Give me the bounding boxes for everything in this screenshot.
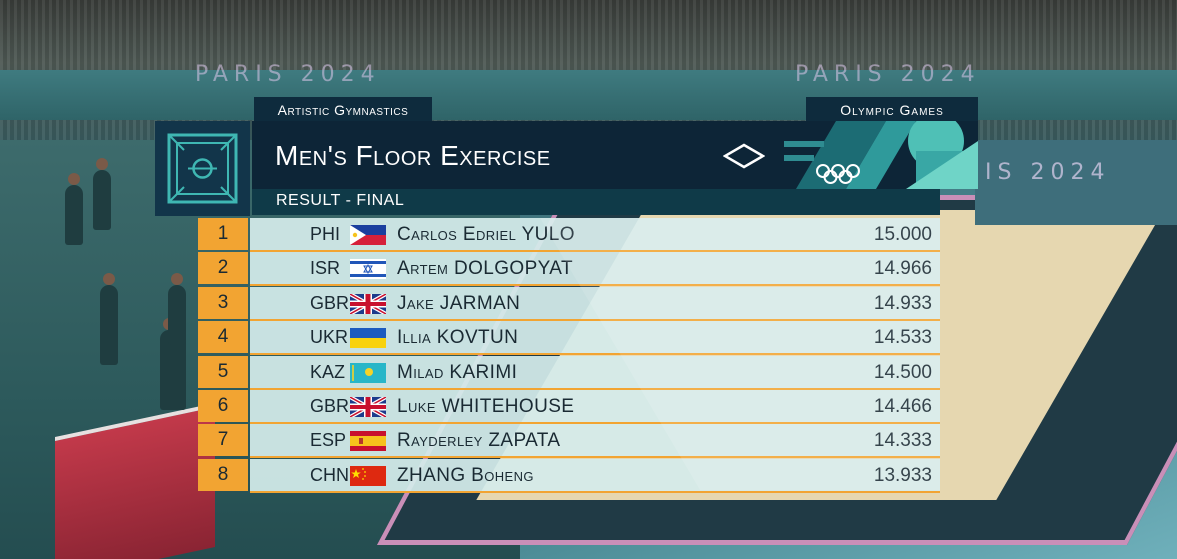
result-row-body: UKR Illia KOVTUN 14.533 [250, 321, 940, 356]
athlete-name: Artem DOLGOPYAT [397, 258, 573, 280]
country-code: PHI [310, 224, 341, 244]
person [100, 273, 118, 365]
event-tag: Artistic Gymnastics [254, 97, 432, 123]
floor-exercise-pictogram-icon [155, 121, 250, 216]
athlete-name: Carlos Edriel YULO [397, 224, 575, 245]
games-tag: Olympic Games [806, 97, 978, 123]
results-table: 1 PHI Carlos Edriel YULO 15.000 2 ISR Artem DO… [198, 218, 940, 493]
result-row: 6 GBR Luke WHITEHOUSE 14.466 [198, 389, 940, 424]
result-row-body: CHN ZHANG Boheng 13.933 [250, 458, 940, 493]
result-row: 7 ESP Rayderley ZAPATA 14.333 [198, 424, 940, 459]
score: 14.500 [873, 361, 932, 383]
result-row-body: GBR Luke WHITEHOUSE 14.466 [250, 389, 940, 424]
gbr-flag [350, 293, 386, 314]
esp-flag [350, 431, 386, 452]
country-code: CHN [310, 464, 349, 485]
side-banner [975, 140, 1177, 225]
rank-badge: 5 [198, 355, 248, 388]
country-code: UKR [310, 327, 349, 348]
country-code: KAZ [310, 361, 346, 382]
result-row-body: GBR Jake JARMAN 14.933 [250, 286, 940, 321]
result-row: 2 ISR Artem DOLGOPYAT 14.966 [198, 252, 940, 287]
score: 14.466 [873, 395, 932, 417]
stand-text-right: PARIS 2024 [795, 62, 981, 87]
score: 14.333 [873, 430, 932, 452]
country-code: GBR [310, 292, 350, 313]
result-row: 3 GBR Jake JARMAN 14.933 [198, 286, 940, 321]
score: 13.933 [873, 464, 932, 486]
phi-flag [350, 225, 386, 245]
athlete-name: Illia KOVTUN [397, 327, 519, 349]
result-row-body: ISR Artem DOLGOPYAT 14.966 [250, 252, 940, 287]
kaz-flag [350, 362, 386, 383]
rank-badge: 7 [198, 424, 248, 457]
rank-badge: 1 [198, 218, 248, 250]
result-row: 8 CHN ZHANG Boheng 13.933 [198, 458, 940, 493]
chn-flag [350, 465, 386, 486]
rank-badge: 2 [198, 252, 248, 285]
country-code: ESP [310, 430, 347, 451]
result-row-body: ESP Rayderley ZAPATA 14.333 [250, 424, 940, 459]
subtitle-bar [252, 189, 940, 215]
olympic-rings-icon [816, 164, 860, 184]
score: 14.533 [873, 327, 932, 349]
rank-badge: 3 [198, 286, 248, 319]
country-code: ISR [310, 258, 341, 279]
person [93, 158, 111, 230]
result-row-body: PHI Carlos Edriel YULO 15.000 [250, 218, 940, 252]
athlete-name: Milad KARIMI [397, 361, 518, 383]
isr-flag [350, 259, 386, 280]
score: 15.000 [873, 224, 932, 245]
side-banner-text: IS 2024 [985, 160, 1111, 185]
rank-badge: 6 [198, 389, 248, 422]
score: 14.966 [873, 258, 932, 280]
person [65, 173, 83, 245]
result-subtitle: RESULT - FINAL [276, 192, 405, 209]
title-bar [252, 121, 804, 189]
diamond-icon [723, 143, 765, 169]
rank-badge: 4 [198, 321, 248, 354]
athlete-name: Rayderley ZAPATA [397, 430, 561, 452]
page-title: Men's Floor Exercise [275, 140, 551, 171]
person [168, 273, 186, 345]
ukr-flag [350, 328, 386, 349]
gbr-flag [350, 396, 386, 417]
athlete-name: ZHANG Boheng [397, 464, 534, 486]
athlete-name: Luke WHITEHOUSE [397, 395, 575, 417]
paris-2024-brand-graphic [776, 121, 978, 189]
country-code: GBR [310, 395, 350, 416]
result-row: 1 PHI Carlos Edriel YULO 15.000 [198, 218, 940, 252]
result-row: 4 UKR Illia KOVTUN 14.533 [198, 321, 940, 356]
stand-banner [0, 70, 1177, 120]
athlete-name: Jake JARMAN [397, 292, 521, 314]
score: 14.933 [873, 292, 932, 314]
result-row: 5 KAZ Milad KARIMI 14.500 [198, 355, 940, 390]
result-row-body: KAZ Milad KARIMI 14.500 [250, 355, 940, 390]
stand-text-left: PARIS 2024 [195, 62, 381, 87]
rank-badge: 8 [198, 458, 248, 491]
